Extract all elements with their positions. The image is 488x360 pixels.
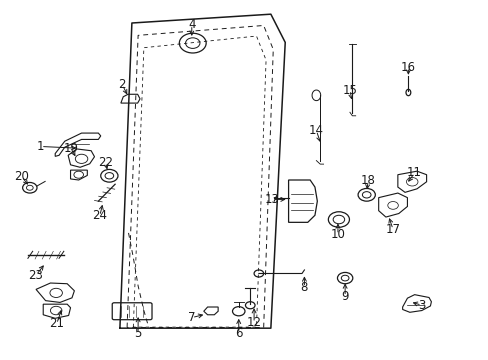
Text: 8: 8 [300, 281, 307, 294]
Text: 3: 3 [417, 299, 425, 312]
Text: 21: 21 [49, 318, 64, 330]
Text: 14: 14 [308, 124, 323, 137]
Text: 2: 2 [118, 78, 126, 91]
Text: 4: 4 [188, 18, 195, 31]
Text: 11: 11 [407, 166, 421, 179]
Text: 7: 7 [188, 311, 195, 324]
Text: 16: 16 [400, 60, 415, 73]
Text: 9: 9 [341, 290, 348, 303]
Text: 15: 15 [342, 84, 357, 96]
Text: 22: 22 [98, 156, 113, 169]
Text: 12: 12 [246, 316, 261, 329]
Text: 24: 24 [92, 210, 107, 222]
Text: 17: 17 [385, 223, 400, 236]
Text: 10: 10 [330, 228, 345, 241]
Text: 18: 18 [360, 174, 375, 187]
Text: 13: 13 [264, 193, 279, 206]
Text: 5: 5 [134, 327, 142, 340]
Text: 1: 1 [37, 140, 44, 153]
Text: 23: 23 [28, 269, 43, 282]
Text: 20: 20 [14, 170, 29, 183]
Text: 6: 6 [235, 327, 242, 340]
Text: 19: 19 [63, 142, 79, 155]
